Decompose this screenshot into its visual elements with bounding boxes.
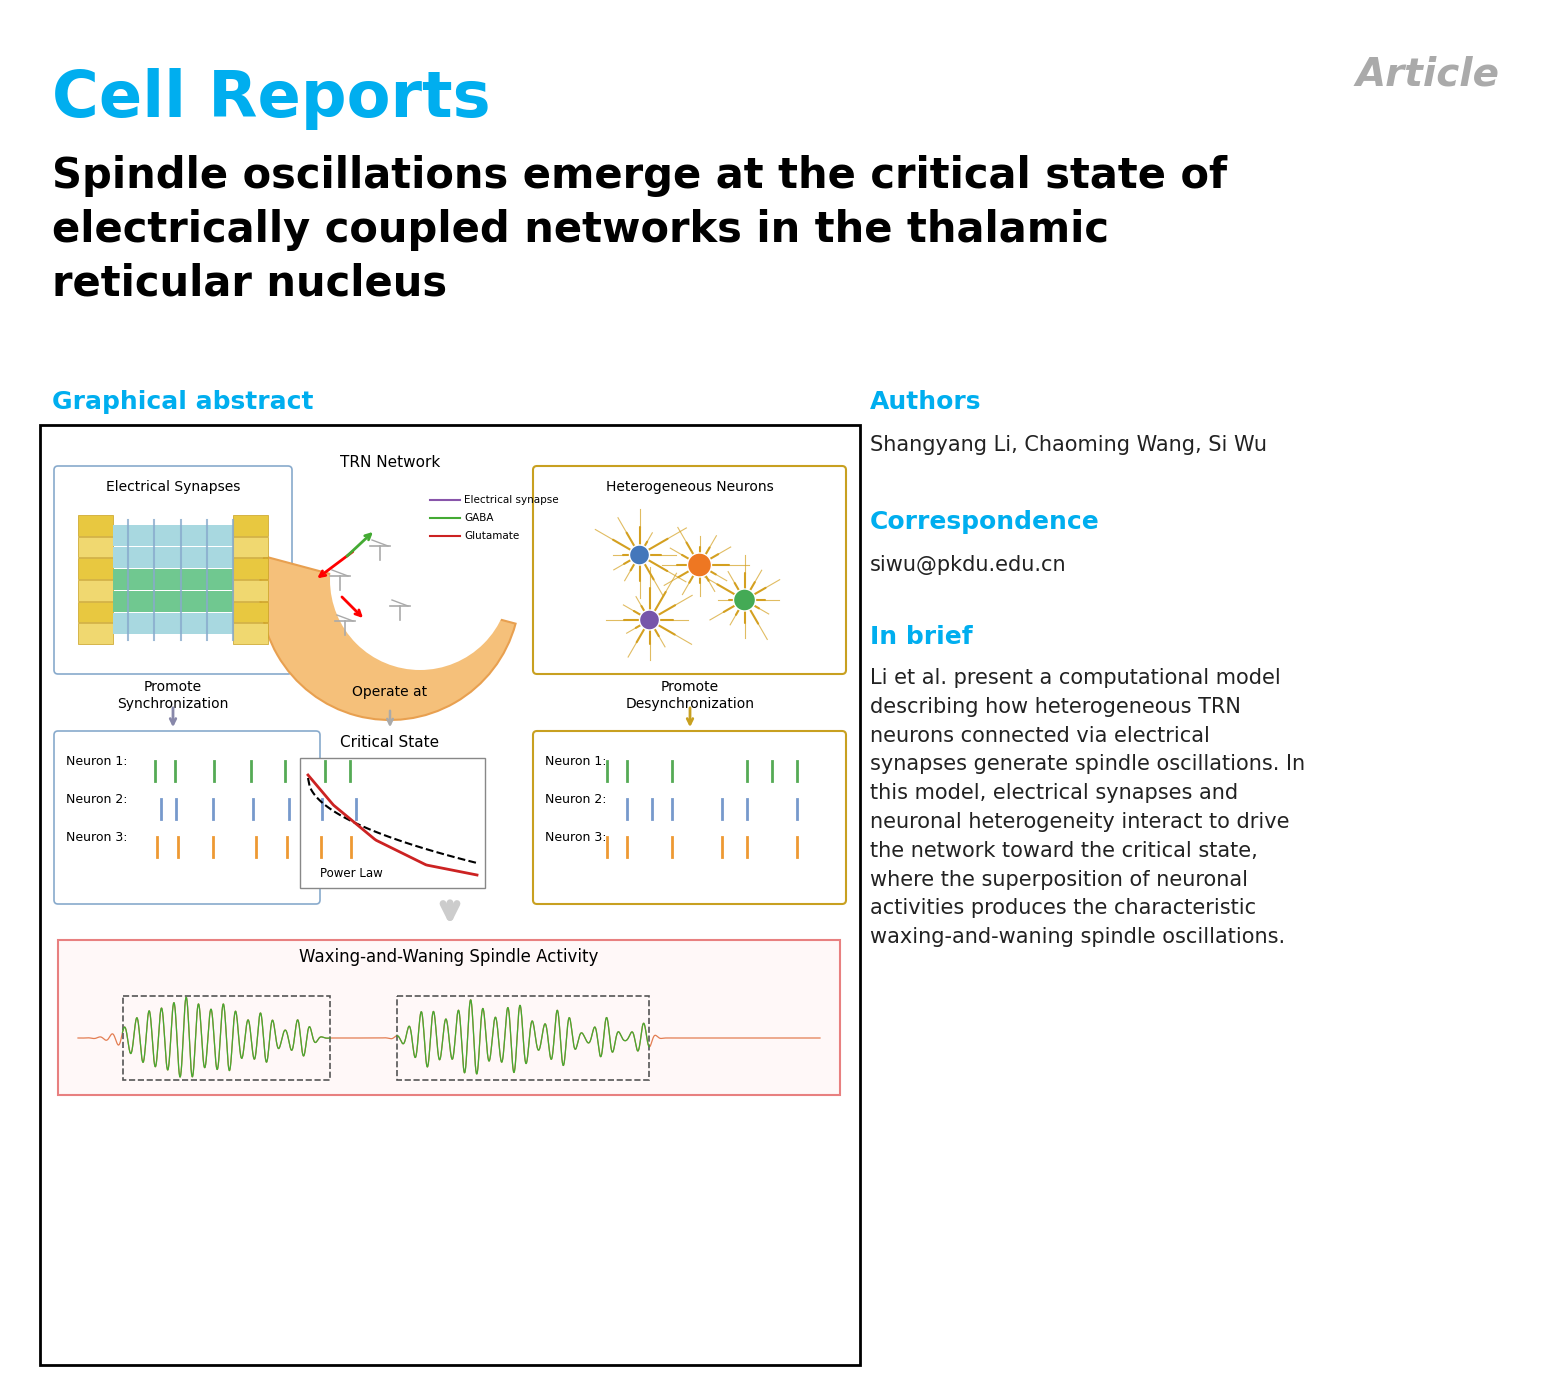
Text: Glutamate: Glutamate — [464, 530, 519, 541]
Bar — [113, 525, 234, 546]
Text: Shangyang Li, Chaoming Wang, Si Wu: Shangyang Li, Chaoming Wang, Si Wu — [870, 434, 1266, 455]
Bar — [234, 580, 268, 601]
Circle shape — [330, 490, 509, 670]
FancyBboxPatch shape — [57, 940, 841, 1096]
Text: Electrical Synapses: Electrical Synapses — [105, 480, 240, 494]
Text: Operate at: Operate at — [353, 685, 427, 699]
Bar — [77, 558, 113, 579]
Text: Li et al. present a computational model
describing how heterogeneous TRN
neurons: Li et al. present a computational model … — [870, 668, 1305, 947]
Text: Article: Article — [1356, 56, 1500, 93]
FancyBboxPatch shape — [54, 731, 320, 903]
Text: Critical State: Critical State — [341, 735, 440, 750]
Circle shape — [630, 546, 650, 565]
Text: Correspondence: Correspondence — [870, 509, 1099, 535]
Bar — [234, 624, 268, 644]
Text: Neuron 3:: Neuron 3: — [67, 831, 127, 844]
Text: Cell Reports: Cell Reports — [53, 68, 491, 129]
Text: Heterogeneous Neurons: Heterogeneous Neurons — [605, 480, 774, 494]
Bar — [234, 537, 268, 557]
Circle shape — [734, 589, 755, 611]
Text: Promote
Desynchronization: Promote Desynchronization — [625, 681, 754, 711]
Bar — [113, 592, 234, 612]
Text: Neuron 2:: Neuron 2: — [545, 793, 607, 806]
Bar — [113, 547, 234, 568]
Bar — [77, 601, 113, 622]
FancyBboxPatch shape — [54, 466, 293, 674]
Text: Electrical synapse: Electrical synapse — [464, 496, 559, 505]
Wedge shape — [260, 557, 515, 720]
Circle shape — [639, 610, 659, 631]
FancyBboxPatch shape — [533, 466, 847, 674]
Bar — [234, 515, 268, 536]
Text: Neuron 3:: Neuron 3: — [545, 831, 607, 844]
Bar — [77, 537, 113, 557]
Text: Authors: Authors — [870, 390, 981, 413]
Bar — [234, 601, 268, 622]
Text: Power Law: Power Law — [320, 867, 382, 880]
Text: Neuron 2:: Neuron 2: — [67, 793, 127, 806]
Text: TRN Network: TRN Network — [341, 455, 440, 470]
Text: Waxing-and-Waning Spindle Activity: Waxing-and-Waning Spindle Activity — [299, 948, 599, 966]
Bar — [77, 515, 113, 536]
FancyBboxPatch shape — [300, 759, 485, 888]
FancyBboxPatch shape — [40, 425, 861, 1366]
Text: Neuron 1:: Neuron 1: — [545, 754, 607, 768]
Bar — [77, 580, 113, 601]
Bar — [113, 569, 234, 590]
Bar — [113, 612, 234, 633]
Text: Graphical abstract: Graphical abstract — [53, 390, 314, 413]
Text: Neuron 1:: Neuron 1: — [67, 754, 127, 768]
FancyBboxPatch shape — [533, 731, 847, 903]
Text: Spindle oscillations emerge at the critical state of
electrically coupled networ: Spindle oscillations emerge at the criti… — [53, 155, 1228, 303]
Circle shape — [687, 553, 712, 578]
Text: In brief: In brief — [870, 625, 972, 649]
Bar — [77, 624, 113, 644]
Text: siwu@pkdu.edu.cn: siwu@pkdu.edu.cn — [870, 555, 1067, 575]
Text: GABA: GABA — [464, 514, 494, 523]
Text: Promote
Synchronization: Promote Synchronization — [118, 681, 229, 711]
Bar — [234, 558, 268, 579]
